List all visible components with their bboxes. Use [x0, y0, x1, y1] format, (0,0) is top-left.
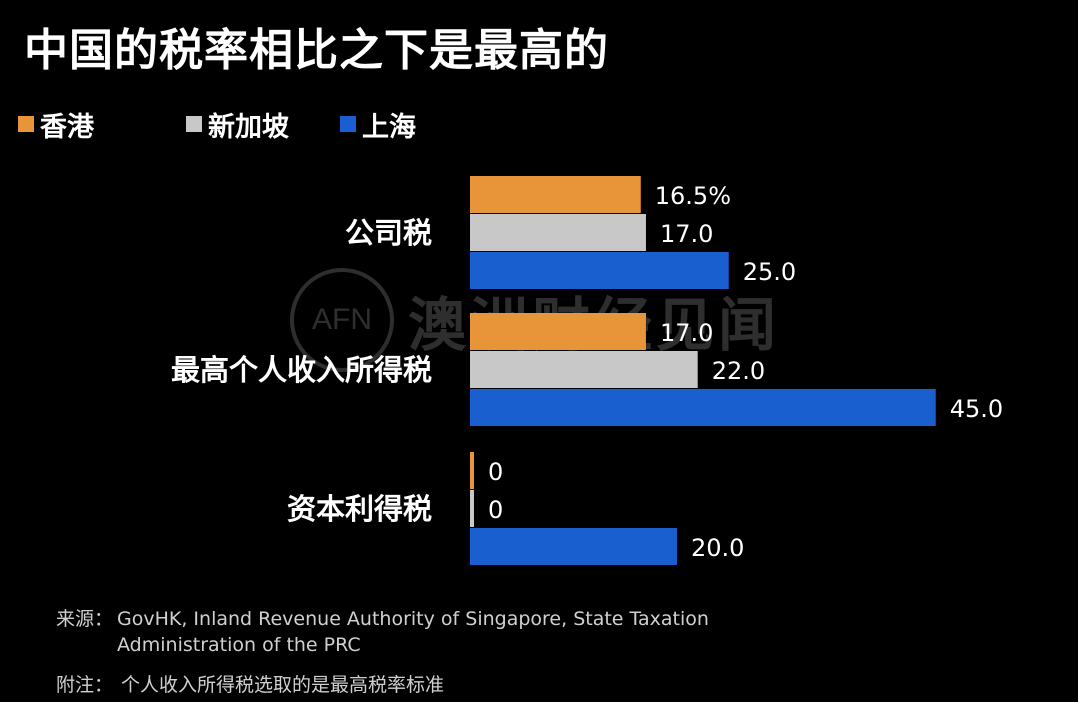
- bar-1-2: [470, 389, 936, 426]
- source-text: GovHK, Inland Revenue Authority of Singa…: [117, 608, 709, 656]
- legend-label-singapore: 新加坡: [208, 111, 289, 143]
- note-text: 个人收入所得税选取的是最高税率标准: [121, 674, 445, 696]
- data-label-1-0: 17.0: [660, 319, 713, 347]
- legend-label-hongkong: 香港: [40, 111, 94, 143]
- bar-0-1: [470, 214, 646, 251]
- source-label: 来源：: [56, 608, 114, 630]
- bar-0-0: [470, 176, 641, 213]
- bar-2-1: [470, 490, 474, 527]
- data-label-0-1: 17.0: [660, 220, 713, 248]
- data-label-0-2: 25.0: [743, 258, 796, 286]
- data-label-2-0: 0: [488, 458, 503, 486]
- bar-1-1: [470, 351, 698, 388]
- data-label-0-0: 16.5%: [655, 182, 731, 210]
- chart-title: 中国的税率相比之下是最高的: [24, 25, 609, 76]
- source-note: 来源： GovHK, Inland Revenue Authority of S…: [56, 606, 816, 658]
- legend-swatch-singapore: [186, 116, 202, 132]
- bar-2-0: [470, 452, 474, 489]
- legend-item-singapore: 新加坡: [186, 104, 289, 144]
- footnote: 附注： 个人收入所得税选取的是最高税率标准: [56, 670, 444, 697]
- note-label: 附注：: [56, 674, 114, 696]
- data-label-2-1: 0: [488, 496, 503, 524]
- data-label-2-2: 20.0: [691, 534, 744, 562]
- bar-0-2: [470, 252, 729, 289]
- legend-item-hongkong: 香港: [18, 104, 94, 144]
- legend-swatch-shanghai: [340, 116, 356, 132]
- data-label-1-1: 22.0: [712, 357, 765, 385]
- category-label-1: 最高个人收入所得税: [171, 353, 432, 387]
- bar-1-0: [470, 313, 646, 350]
- bar-2-2: [470, 528, 677, 565]
- data-label-1-2: 45.0: [950, 395, 1003, 423]
- category-label-0: 公司税: [345, 216, 432, 250]
- legend-swatch-hongkong: [18, 116, 34, 132]
- category-label-2: 资本利得税: [287, 492, 432, 526]
- legend-label-shanghai: 上海: [362, 111, 416, 143]
- legend-item-shanghai: 上海: [340, 104, 416, 144]
